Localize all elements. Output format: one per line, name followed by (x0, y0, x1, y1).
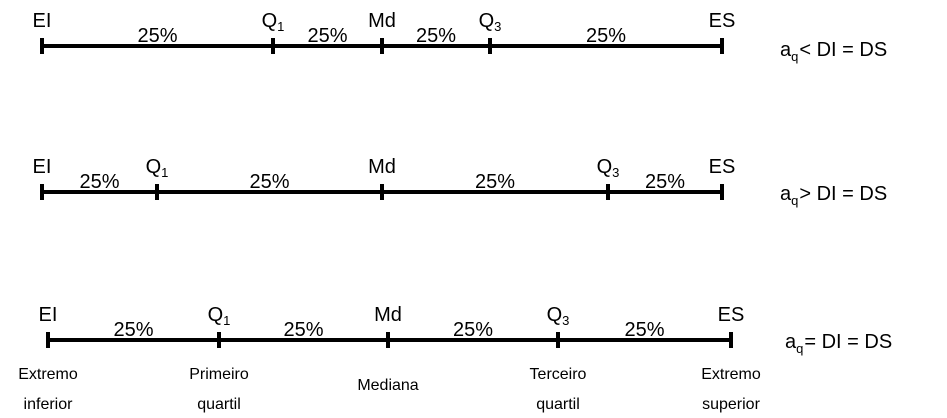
quartile-diagram-2: EI Q1 Md Q3 ES 25% 25% 25% 25% aq> DI = DS (33, 156, 888, 208)
segment-percent-label: 25% (249, 171, 289, 193)
marker-description: Primeiro (189, 366, 249, 383)
marker-label: Q1 (208, 304, 231, 328)
segment-percent-label: 25% (475, 171, 515, 193)
marker-label: Q1 (146, 156, 169, 180)
marker-description: Extremo (701, 366, 761, 383)
segment-percent-label: 25% (113, 319, 153, 341)
segment-percent-label: 25% (137, 25, 177, 47)
marker-description: inferior (24, 396, 74, 413)
marker-label: ES (709, 156, 736, 178)
segment-percent-label: 25% (79, 171, 119, 193)
marker-description: quartil (536, 396, 580, 413)
segment-percent-label: 25% (586, 25, 626, 47)
marker-description: quartil (197, 396, 241, 413)
marker-label: Md (368, 10, 396, 32)
marker-label: Q3 (547, 304, 570, 328)
quartile-diagram-3: EI Extremo inferior Q1 Primeiro quartil Md Medi… (18, 304, 892, 413)
marker-label: EI (39, 304, 58, 326)
segment-percent-label: 25% (624, 319, 664, 341)
marker-description: Extremo (18, 366, 78, 383)
condition-label: aq> DI = DS (780, 183, 887, 208)
segment-percent-label: 25% (453, 319, 493, 341)
marker-label: Q3 (597, 156, 620, 180)
quartile-diagram-1: EI Q1 Md Q3 ES 25% 25% 25% 25% aq< DI = DS (33, 10, 888, 64)
segment-percent-label: 25% (283, 319, 323, 341)
marker-description: superior (702, 396, 760, 413)
marker-description: Terceiro (530, 366, 587, 383)
segment-percent-label: 25% (645, 171, 685, 193)
marker-label: EI (33, 156, 52, 178)
marker-label: ES (709, 10, 736, 32)
marker-description: Mediana (357, 377, 418, 394)
segment-percent-label: 25% (416, 25, 456, 47)
marker-label: EI (33, 10, 52, 32)
marker-label: Md (368, 156, 396, 178)
marker-label: Q1 (262, 10, 285, 34)
marker-label: Q3 (479, 10, 502, 34)
condition-label: aq= DI = DS (785, 331, 892, 356)
segment-percent-label: 25% (307, 25, 347, 47)
condition-label: aq< DI = DS (780, 39, 887, 64)
marker-label: Md (374, 304, 402, 326)
marker-label: ES (718, 304, 745, 326)
